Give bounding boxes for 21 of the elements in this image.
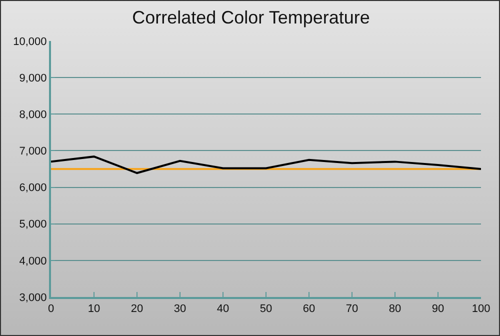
x-tick-label: 90: [432, 303, 444, 316]
y-tick-label: 6,000: [19, 182, 47, 194]
x-tick-label: 20: [130, 303, 144, 316]
y-tick-label: 4,000: [19, 255, 47, 268]
x-tick-label: 80: [388, 303, 402, 316]
y-tick-label: 7,000: [19, 146, 47, 158]
x-tick-label: 0: [48, 303, 54, 316]
x-tick-label: 10: [88, 303, 100, 316]
line-series: [51, 156, 481, 174]
y-tick-label: 3,000: [19, 292, 47, 304]
x-tick-label: 100: [472, 303, 490, 316]
y-tick-label: 5,000: [19, 218, 47, 231]
chart-title: Correlated Color Temperature: [132, 8, 370, 28]
x-tick-label: 70: [346, 303, 358, 316]
x-tick-label: 50: [260, 303, 272, 316]
x-tick-label: 30: [174, 303, 186, 316]
y-tick-label: 10,000: [13, 36, 47, 48]
y-tick-label: 9,000: [19, 72, 47, 84]
x-tick-label: 40: [216, 303, 230, 316]
x-tick-label: 60: [302, 303, 316, 316]
y-tick-label: 8,000: [19, 108, 47, 121]
